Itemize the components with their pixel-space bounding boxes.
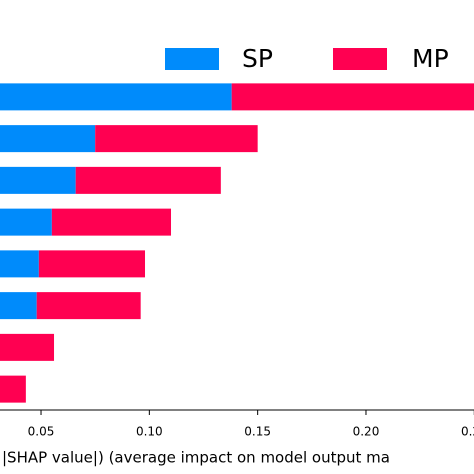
x-tick-label: 0.15 — [244, 425, 271, 439]
x-tick-label: 0.10 — [136, 425, 163, 439]
legend-label: SP — [242, 44, 273, 73]
bar-segment — [0, 166, 76, 194]
legend-swatch — [165, 48, 219, 70]
bar-segment — [95, 125, 258, 153]
bar-segment — [75, 166, 221, 194]
x-tick-label: 0.05 — [28, 425, 55, 439]
bar-segment — [36, 292, 141, 320]
bar-segment — [51, 208, 172, 236]
x-tick-label: 0.25 — [461, 425, 474, 439]
bar-segment — [0, 333, 55, 361]
bar-segment — [0, 375, 26, 403]
bar-segment — [0, 83, 232, 111]
bar-segment — [0, 208, 52, 236]
bar-segment — [38, 250, 146, 278]
legend-swatch — [333, 48, 387, 70]
legend-label: MP — [412, 44, 449, 73]
bar-segment — [0, 250, 39, 278]
bar-segment — [231, 83, 474, 111]
bar-segment — [0, 292, 37, 320]
x-axis-label: |SHAP value|) (average impact on model o… — [2, 449, 390, 467]
x-tick-label: 0.20 — [353, 425, 380, 439]
bar-segment — [0, 125, 96, 153]
